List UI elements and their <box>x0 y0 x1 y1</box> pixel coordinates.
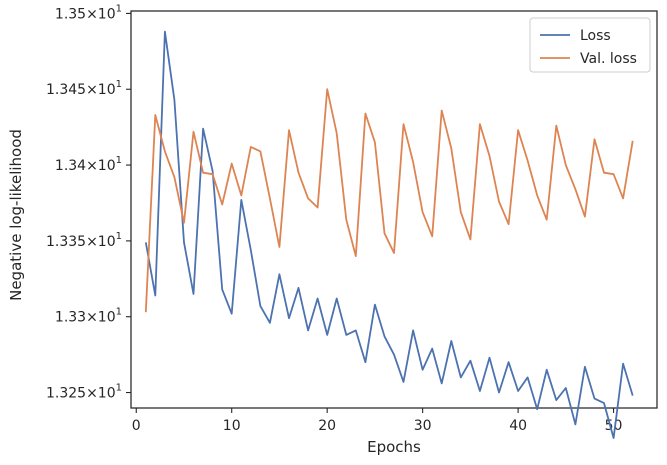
y-tick-label: 1.335×101 <box>46 231 122 250</box>
legend-label-loss: Loss <box>580 28 611 44</box>
legend-label-val-loss: Val. loss <box>580 51 637 67</box>
y-tick-label: 1.35×101 <box>55 3 122 22</box>
val-loss-line <box>144 88 634 313</box>
loss-line <box>144 30 634 439</box>
y-tick-label: 1.34×101 <box>55 155 122 174</box>
y-tick-label: 1.325×101 <box>46 383 122 402</box>
x-axis-label: Epochs <box>367 438 421 456</box>
x-tick-label: 0 <box>132 418 141 434</box>
x-axis: 0 10 20 30 40 50 <box>132 408 622 434</box>
x-tick-label: 30 <box>414 418 432 434</box>
legend: Loss Val. loss <box>529 17 651 73</box>
series-lines <box>144 30 634 439</box>
x-tick-label: 10 <box>223 418 241 434</box>
y-tick-label: 1.33×101 <box>55 307 122 326</box>
y-axis-label: Negative log-likelihood <box>7 129 25 301</box>
y-tick-label: 1.345×101 <box>46 79 122 98</box>
y-axis: 1.325×101 1.33×101 1.335×101 1.34×101 1.345×… <box>46 3 131 402</box>
plot-area <box>130 10 658 409</box>
x-tick-label: 40 <box>509 418 527 434</box>
x-tick-label: 20 <box>318 418 336 434</box>
